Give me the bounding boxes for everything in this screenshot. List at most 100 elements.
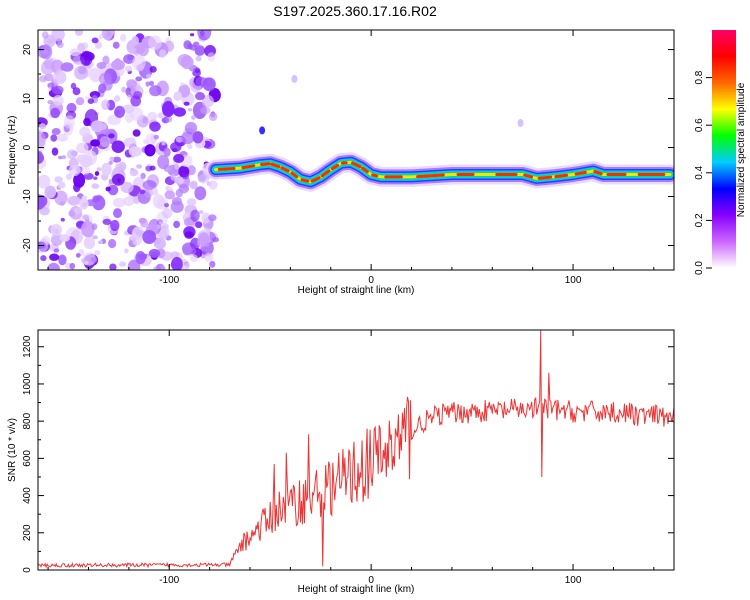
snr-frame — [37, 329, 675, 571]
noise-blob — [90, 139, 101, 147]
noise-blob — [194, 186, 207, 201]
noise-blob — [194, 68, 201, 74]
noise-blob — [138, 217, 147, 224]
snr-ytick-label: 200 — [22, 524, 33, 541]
spectrogram-xtick-label: 100 — [565, 275, 582, 286]
noise-blob — [61, 155, 67, 160]
noise-blob — [74, 30, 84, 36]
noise-blob — [201, 95, 214, 108]
noise-blob — [190, 33, 195, 37]
noise-blob — [97, 240, 104, 245]
noise-blob — [94, 171, 100, 176]
noise-blob — [46, 38, 55, 44]
noise-blob — [90, 120, 104, 133]
ridge-peak — [330, 163, 340, 171]
ridge-peak — [320, 169, 331, 178]
noise-blob — [124, 248, 129, 254]
snr-ytick-label: 0 — [22, 567, 33, 573]
noise-blob — [68, 164, 81, 177]
noise-blob — [135, 251, 146, 265]
ridge-peak — [371, 173, 379, 178]
noise-blob — [123, 54, 135, 64]
noise-blob — [204, 252, 214, 262]
chart-title: S197.2025.360.17.16.R02 — [273, 3, 437, 19]
noise-blob — [38, 131, 46, 148]
noise-blob — [47, 262, 60, 270]
ridge-peak — [300, 178, 310, 183]
noise-blob — [101, 99, 110, 111]
ridge-peak — [361, 166, 369, 174]
noise-blob — [157, 154, 170, 170]
noise-blob — [53, 248, 60, 253]
noise-blob — [87, 98, 95, 104]
noise-blob — [94, 41, 102, 49]
noise-blob — [93, 176, 98, 180]
noise-blob — [189, 44, 198, 51]
noise-blob — [75, 97, 85, 106]
ridge-peak — [290, 171, 299, 179]
noise-blob — [85, 96, 90, 100]
colorbar-tick-label: 0.8 — [694, 70, 705, 84]
noise-blob — [148, 35, 162, 50]
noise-blob — [112, 156, 122, 163]
noise-blob — [208, 214, 217, 222]
noise-blob — [146, 73, 151, 79]
noise-blob — [92, 195, 99, 203]
noise-blob — [38, 174, 51, 189]
noise-blob — [171, 256, 183, 270]
noise-blob — [109, 263, 117, 270]
noise-blob — [40, 255, 47, 262]
noise-blob — [126, 79, 137, 89]
noise-blob — [49, 253, 60, 261]
noise-blob — [101, 162, 112, 176]
noise-blob — [89, 67, 102, 83]
noise-blob — [197, 173, 210, 184]
noise-blob — [114, 105, 125, 118]
noise-blob — [131, 35, 139, 46]
noise-blob — [73, 172, 86, 188]
noise-blob — [144, 188, 153, 199]
noise-blob — [182, 173, 190, 180]
noise-blob — [42, 31, 49, 39]
noise-blob — [173, 153, 185, 163]
noise-blob — [144, 144, 156, 157]
noise-blob — [208, 112, 218, 121]
noise-blob — [112, 197, 126, 208]
noise-blob — [121, 86, 127, 93]
noise-blob — [170, 174, 176, 181]
noise-blob — [79, 126, 91, 137]
noise-blob — [197, 30, 212, 41]
noise-blob — [149, 66, 157, 73]
noise-blob — [128, 146, 143, 157]
noise-blob — [180, 82, 185, 86]
noise-blob — [164, 203, 169, 208]
noise-blob — [80, 50, 93, 66]
noise-blob — [79, 197, 89, 210]
noise-blob — [136, 164, 143, 169]
noise-blob — [149, 85, 162, 97]
noise-blob — [110, 219, 120, 232]
noise-blob — [180, 131, 195, 145]
noise-blob — [70, 82, 77, 90]
outlier-point — [291, 74, 298, 83]
noise-blob — [187, 143, 193, 150]
noise-blob — [153, 134, 159, 140]
noise-blob — [209, 260, 216, 268]
noise-blob — [40, 44, 53, 60]
spectrogram-ytick-label: -20 — [22, 238, 33, 253]
noise-blob — [78, 66, 87, 75]
noise-blob — [184, 263, 190, 267]
noise-blob — [94, 250, 101, 256]
noise-blob — [130, 47, 137, 53]
noise-blob — [76, 154, 87, 163]
noise-blob — [132, 129, 141, 137]
ridge-peak — [260, 162, 271, 166]
noise-blob — [52, 95, 64, 106]
noise-blob — [83, 260, 89, 266]
noise-blob — [108, 238, 117, 249]
noise-blob — [83, 117, 91, 127]
spectrogram-xtick-label: -100 — [159, 275, 179, 286]
